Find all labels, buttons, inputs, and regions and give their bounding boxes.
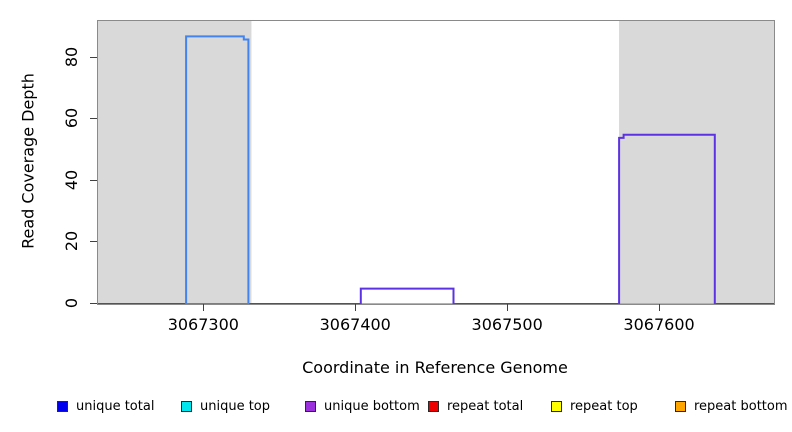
series-unique-total-left-peak-depth-87 <box>185 35 250 304</box>
y-tick-label: 20 <box>62 231 81 252</box>
plot-area <box>97 20 775 305</box>
legend-swatch-icon <box>305 400 316 412</box>
legend-item-repeat-top: repeat top <box>551 398 638 414</box>
legend-swatch-icon <box>551 400 562 412</box>
y-tick-mark <box>90 118 97 120</box>
legend-swatch-icon <box>181 400 192 412</box>
legend-label: repeat total <box>447 398 524 414</box>
x-tick-label: 3067600 <box>623 315 695 334</box>
series-unique-bottom-middle-peak-depth-5 <box>359 287 455 304</box>
y-axis-title: Read Coverage Depth <box>18 73 38 249</box>
y-tick-label: 80 <box>62 46 81 68</box>
y-tick-label: 60 <box>62 108 81 129</box>
legend-item-repeat-total: repeat total <box>428 398 523 414</box>
legend-item-unique-total: unique total <box>57 398 154 414</box>
legend-swatch-icon <box>57 400 68 412</box>
legend-swatch-icon <box>675 400 686 412</box>
y-tick-mark <box>90 56 97 58</box>
y-tick-label: 40 <box>62 169 81 191</box>
legend-label: repeat top <box>570 398 638 414</box>
series-unique-bottom-right-peak-depth-55 <box>618 133 716 304</box>
x-tick-label: 3067400 <box>319 315 391 334</box>
x-tick-label: 3067500 <box>471 315 543 334</box>
x-axis-title: Coordinate in Reference Genome <box>302 358 568 377</box>
y-tick-mark <box>90 179 97 181</box>
x-tick-mark <box>659 304 661 311</box>
repeat-region-left <box>98 21 252 304</box>
legend-item-repeat-bottom: repeat bottom <box>675 398 788 414</box>
x-tick-label: 3067300 <box>167 315 239 334</box>
legend-label: repeat bottom <box>694 398 788 414</box>
legend-item-unique-top: unique top <box>181 398 270 414</box>
legend-swatch-icon <box>428 400 439 412</box>
x-tick-mark <box>355 304 357 311</box>
y-tick-label: 0 <box>62 297 81 309</box>
x-tick-mark <box>507 304 509 311</box>
legend-item-unique-bottom: unique bottom <box>305 398 420 414</box>
coverage-plot-svg <box>98 21 774 304</box>
legend-label: unique total <box>76 398 155 414</box>
repeat-region-right <box>619 21 774 304</box>
legend-label: unique top <box>200 398 271 414</box>
y-tick-mark <box>90 241 97 243</box>
y-tick-mark <box>90 303 97 304</box>
legend-label: unique bottom <box>324 398 420 414</box>
x-tick-mark <box>203 304 205 311</box>
